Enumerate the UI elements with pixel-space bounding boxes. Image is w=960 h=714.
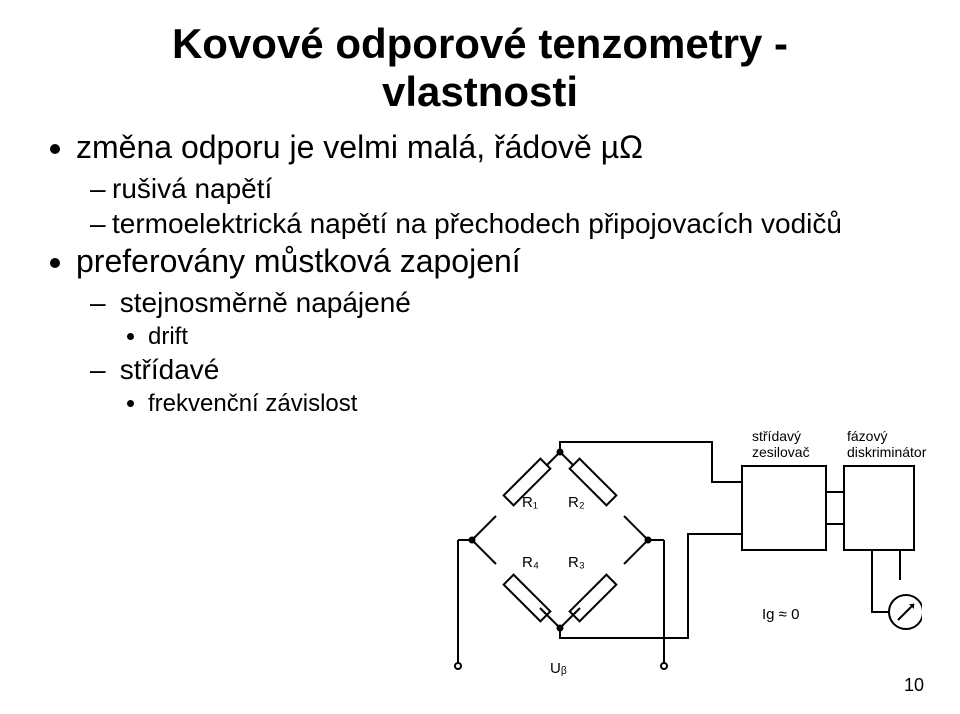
bullet-list: změna odporu je velmi malá, řádově µΩ ru… [40,127,920,419]
slide: Kovové odporové tenzometry - vlastnosti … [0,0,960,714]
bullet-1a: rušivá napětí [112,171,920,206]
label-r3: R₃ [568,554,585,571]
bridge-circuit-diagram: R₁ R₂ R₄ R₃ Uᵦ Iɡ ≈ 0 střídavý zesilovač… [452,420,922,680]
label-ig: Iɡ ≈ 0 [762,606,799,623]
label-amp-1: střídavý [752,428,801,444]
bullet-2a1: drift [148,322,920,352]
label-r2: R₂ [568,494,585,511]
bullet-1b: termoelektrická napětí na přechodech při… [112,206,920,241]
bullet-2b-text: střídavé [120,354,220,385]
label-ub: Uᵦ [550,660,567,677]
label-disc-2: diskriminátor [847,444,926,460]
label-amp-2: zesilovač [752,444,810,460]
bullet-2: preferovány můstková zapojení stejnosměr… [76,241,920,419]
label-r4: R₄ [522,554,539,571]
title-line-2: vlastnosti [382,68,578,115]
page-number: 10 [904,675,924,696]
bullet-2b: střídavé frekvenční závislost [112,352,920,419]
title-line-1: Kovové odporové tenzometry - [172,20,788,67]
bullet-1: změna odporu je velmi malá, řádově µΩ ru… [76,127,920,241]
bullet-2b1: frekvenční závislost [148,389,920,419]
bullet-2-text: preferovány můstková zapojení [76,243,521,279]
label-disc-1: fázový [847,428,887,444]
bullet-2a-text: stejnosměrně napájené [120,287,411,318]
bullet-1-text: změna odporu je velmi malá, řádově µΩ [76,129,643,165]
label-r1: R₁ [522,494,538,511]
bullet-2a: stejnosměrně napájené drift [112,285,920,352]
slide-title: Kovové odporové tenzometry - vlastnosti [40,20,920,117]
